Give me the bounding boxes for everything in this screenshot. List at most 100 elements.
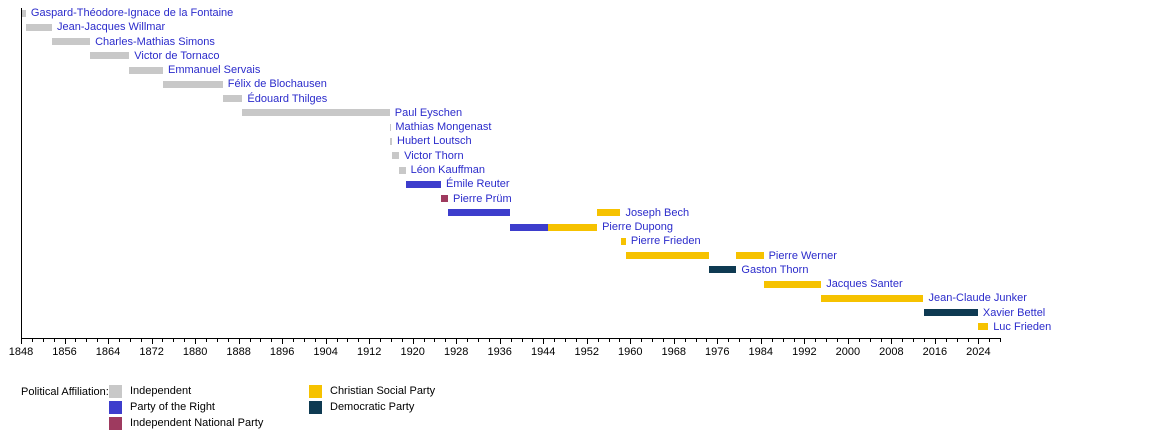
x-axis-minor-tick bbox=[488, 339, 490, 342]
person-label[interactable]: Pierre Prüm bbox=[453, 192, 512, 205]
x-axis-minor-tick bbox=[924, 339, 925, 342]
x-axis-minor-tick bbox=[478, 339, 479, 342]
term-bar-independent-national-party bbox=[441, 195, 449, 202]
legend-label-christian-social-party: Christian Social Party bbox=[330, 385, 436, 397]
person-label[interactable]: Pierre Dupong bbox=[602, 221, 674, 233]
legend-swatch-independent-national-party bbox=[109, 417, 122, 430]
x-axis-minor-tick bbox=[53, 339, 55, 342]
x-axis-minor-tick bbox=[739, 339, 741, 342]
x-axis-major-tick bbox=[238, 339, 240, 344]
x-axis-minor-tick bbox=[206, 339, 207, 342]
person-label[interactable]: Charles-Mathias Simons bbox=[95, 35, 215, 48]
x-axis-minor-tick bbox=[118, 339, 120, 342]
person-label[interactable]: Xavier Bettel bbox=[982, 306, 1046, 319]
x-axis-major-tick bbox=[456, 339, 458, 344]
person-label[interactable]: Jacques Santer bbox=[826, 278, 903, 291]
x-axis-minor-tick bbox=[858, 339, 860, 342]
x-axis-minor-tick bbox=[86, 339, 88, 342]
x-axis-minor-tick bbox=[532, 339, 534, 342]
x-axis-tick-label: 1848 bbox=[8, 346, 34, 358]
x-axis-major-tick bbox=[499, 339, 501, 344]
person-label[interactable]: Hubert Loutsch bbox=[397, 135, 472, 148]
x-axis-minor-tick bbox=[652, 339, 653, 342]
y-axis-line bbox=[21, 8, 22, 338]
x-axis-minor-tick bbox=[619, 339, 621, 342]
person-label[interactable]: Victor de Tornaco bbox=[134, 49, 220, 62]
person-label[interactable]: Gaspard-Théodore-Ignace de la Fontaine bbox=[30, 7, 234, 19]
x-axis-major-tick bbox=[151, 339, 153, 344]
x-axis-minor-tick bbox=[249, 339, 251, 342]
x-axis-tick-label: 1928 bbox=[443, 346, 469, 358]
person-label[interactable]: Emmanuel Servais bbox=[168, 64, 261, 77]
person-label[interactable]: Jean-Jacques Willmar bbox=[57, 21, 166, 34]
legend-swatch-independent bbox=[109, 385, 122, 398]
person-label[interactable]: Mathias Mongenast bbox=[395, 121, 492, 134]
x-axis-minor-tick bbox=[260, 339, 262, 342]
person-label[interactable]: Luc Frieden bbox=[993, 320, 1052, 333]
term-bar-independent bbox=[163, 80, 223, 88]
x-axis-minor-tick bbox=[695, 339, 697, 342]
term-bar-independent bbox=[399, 166, 406, 174]
x-axis-minor-tick bbox=[880, 339, 882, 342]
legend-swatch-party-of-the-right bbox=[109, 401, 122, 414]
x-axis-minor-tick bbox=[815, 339, 817, 342]
term-bar-christian-social-party bbox=[736, 252, 764, 260]
x-axis-minor-tick bbox=[565, 339, 566, 342]
x-axis-major-tick bbox=[369, 339, 371, 344]
x-axis-major-tick bbox=[804, 339, 806, 344]
term-bar-christian-social-party bbox=[763, 280, 822, 288]
x-axis-tick-label: 1912 bbox=[356, 346, 382, 358]
term-bar-christian-social-party bbox=[548, 223, 598, 231]
term-bar-christian-social-party bbox=[821, 294, 924, 302]
person-label[interactable]: Émile Reuter bbox=[446, 178, 510, 191]
person-label[interactable]: Félix de Blochausen bbox=[227, 78, 327, 91]
x-axis-tick-label: 1968 bbox=[661, 346, 687, 358]
term-bar-independent bbox=[222, 95, 243, 103]
x-axis-minor-tick bbox=[173, 339, 175, 342]
x-axis-minor-tick bbox=[314, 339, 316, 342]
person-label[interactable]: Victor Thorn bbox=[404, 149, 464, 162]
person-label[interactable]: Édouard Thilges bbox=[247, 92, 328, 105]
person-label[interactable]: Gaston Thorn bbox=[741, 263, 809, 276]
term-bar-independent bbox=[242, 109, 390, 117]
term-bar-independent bbox=[390, 137, 392, 145]
person-label[interactable]: Léon Kauffman bbox=[410, 164, 486, 176]
legend-swatch-christian-social-party bbox=[309, 385, 322, 398]
term-bar-democratic-party bbox=[709, 266, 737, 274]
x-axis-minor-tick bbox=[521, 339, 523, 342]
person-label[interactable]: Joseph Bech bbox=[625, 206, 690, 219]
x-axis-tick-label: 1936 bbox=[487, 346, 512, 358]
x-axis-minor-tick bbox=[510, 339, 512, 342]
x-axis-tick-label: 2024 bbox=[966, 346, 991, 358]
term-bar-party-of-the-right bbox=[509, 223, 549, 231]
x-axis-major-tick bbox=[412, 339, 414, 344]
person-label[interactable]: Paul Eyschen bbox=[394, 106, 463, 119]
x-axis-major-tick bbox=[586, 339, 588, 344]
x-axis-major-tick bbox=[282, 339, 284, 344]
x-axis-tick-label: 1880 bbox=[182, 346, 208, 358]
x-axis-minor-tick bbox=[423, 339, 425, 342]
x-axis-minor-tick bbox=[401, 339, 403, 342]
x-axis-minor-tick bbox=[42, 339, 44, 342]
x-axis-minor-tick bbox=[967, 339, 969, 342]
x-axis-minor-tick bbox=[347, 339, 349, 342]
x-axis-minor-tick bbox=[945, 339, 947, 342]
person-label[interactable]: Jean-Claude Junker bbox=[928, 292, 1027, 305]
legend-title: Political Affiliation: bbox=[21, 386, 109, 398]
x-axis-major-tick bbox=[64, 339, 66, 344]
term-bar-independent bbox=[129, 66, 163, 74]
legend-label-independent-national-party: Independent National Party bbox=[130, 417, 264, 429]
x-axis-minor-tick bbox=[293, 339, 294, 342]
term-bar-christian-social-party bbox=[597, 209, 621, 217]
x-axis-tick-label: 1920 bbox=[400, 346, 425, 358]
x-axis-major-tick bbox=[760, 339, 762, 344]
person-label[interactable]: Pierre Frieden bbox=[630, 235, 701, 248]
x-axis-tick-label: 1976 bbox=[705, 346, 730, 358]
x-axis-minor-tick bbox=[869, 339, 871, 342]
x-axis-tick-label: 1984 bbox=[748, 346, 774, 358]
x-axis-tick-label: 1888 bbox=[226, 346, 251, 358]
x-axis-tick-label: 1992 bbox=[792, 346, 817, 358]
x-axis-tick-label: 2000 bbox=[835, 346, 861, 358]
x-axis-minor-tick bbox=[750, 339, 751, 342]
person-label[interactable]: Pierre Werner bbox=[768, 249, 837, 262]
